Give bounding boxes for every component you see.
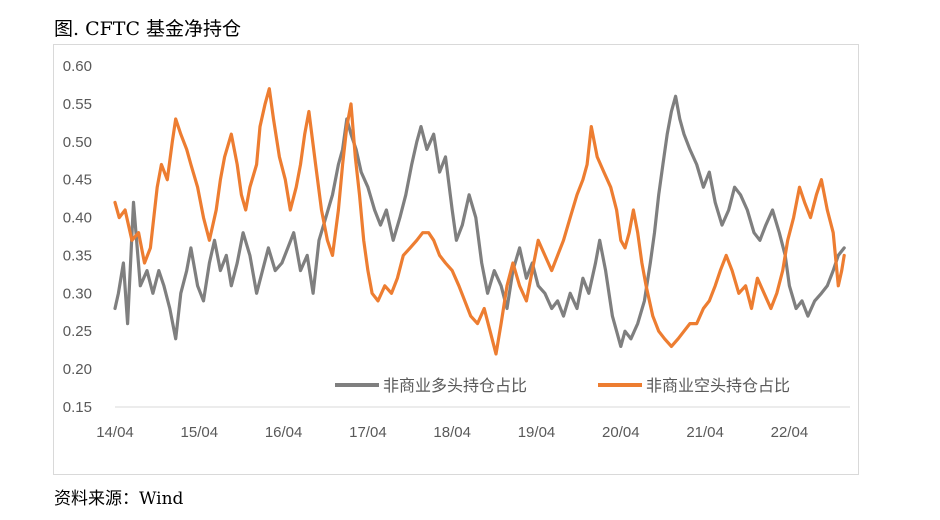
series-line-long [113, 94, 846, 348]
series-line-short [113, 87, 846, 356]
x-tick-label: 14/04 [96, 424, 134, 441]
y-tick-label: 0.15 [63, 399, 92, 416]
x-tick-label: 20/04 [602, 424, 640, 441]
x-tick-label: 16/04 [265, 424, 303, 441]
x-tick-label: 21/04 [686, 424, 724, 441]
x-tick-label: 22/04 [771, 424, 809, 441]
series-lines [113, 87, 846, 356]
legend-label: 非商业空头持仓占比 [646, 376, 790, 395]
legend: 非商业多头持仓占比 非商业空头持仓占比 [335, 376, 790, 395]
x-tick-label: 15/04 [181, 424, 219, 441]
y-tick-label: 0.45 [63, 172, 92, 189]
y-tick-label: 0.25 [63, 323, 92, 340]
y-tick-label: 0.50 [63, 134, 92, 151]
x-tick-label: 19/04 [518, 424, 556, 441]
x-tick-label: 18/04 [433, 424, 471, 441]
figure-title: 图. CFTC 基金净持仓 [54, 18, 242, 40]
x-axis: 14/04 15/04 16/04 17/04 18/04 19/04 20/04 21/04… [96, 406, 850, 441]
y-tick-label: 0.40 [63, 210, 92, 227]
y-tick-label: 0.55 [63, 96, 92, 113]
x-tick-label: 17/04 [349, 424, 387, 441]
y-tick-label: 0.30 [63, 285, 92, 302]
y-tick-label: 0.60 [63, 58, 92, 75]
source-note: 资料来源：Wind [54, 489, 184, 509]
y-tick-label: 0.35 [63, 247, 92, 264]
y-axis: 0.15 0.20 0.25 0.30 0.35 0.40 0.45 0.50 0.55 0.60 [63, 58, 92, 416]
legend-label: 非商业多头持仓占比 [383, 376, 527, 395]
y-tick-label: 0.20 [63, 361, 92, 378]
